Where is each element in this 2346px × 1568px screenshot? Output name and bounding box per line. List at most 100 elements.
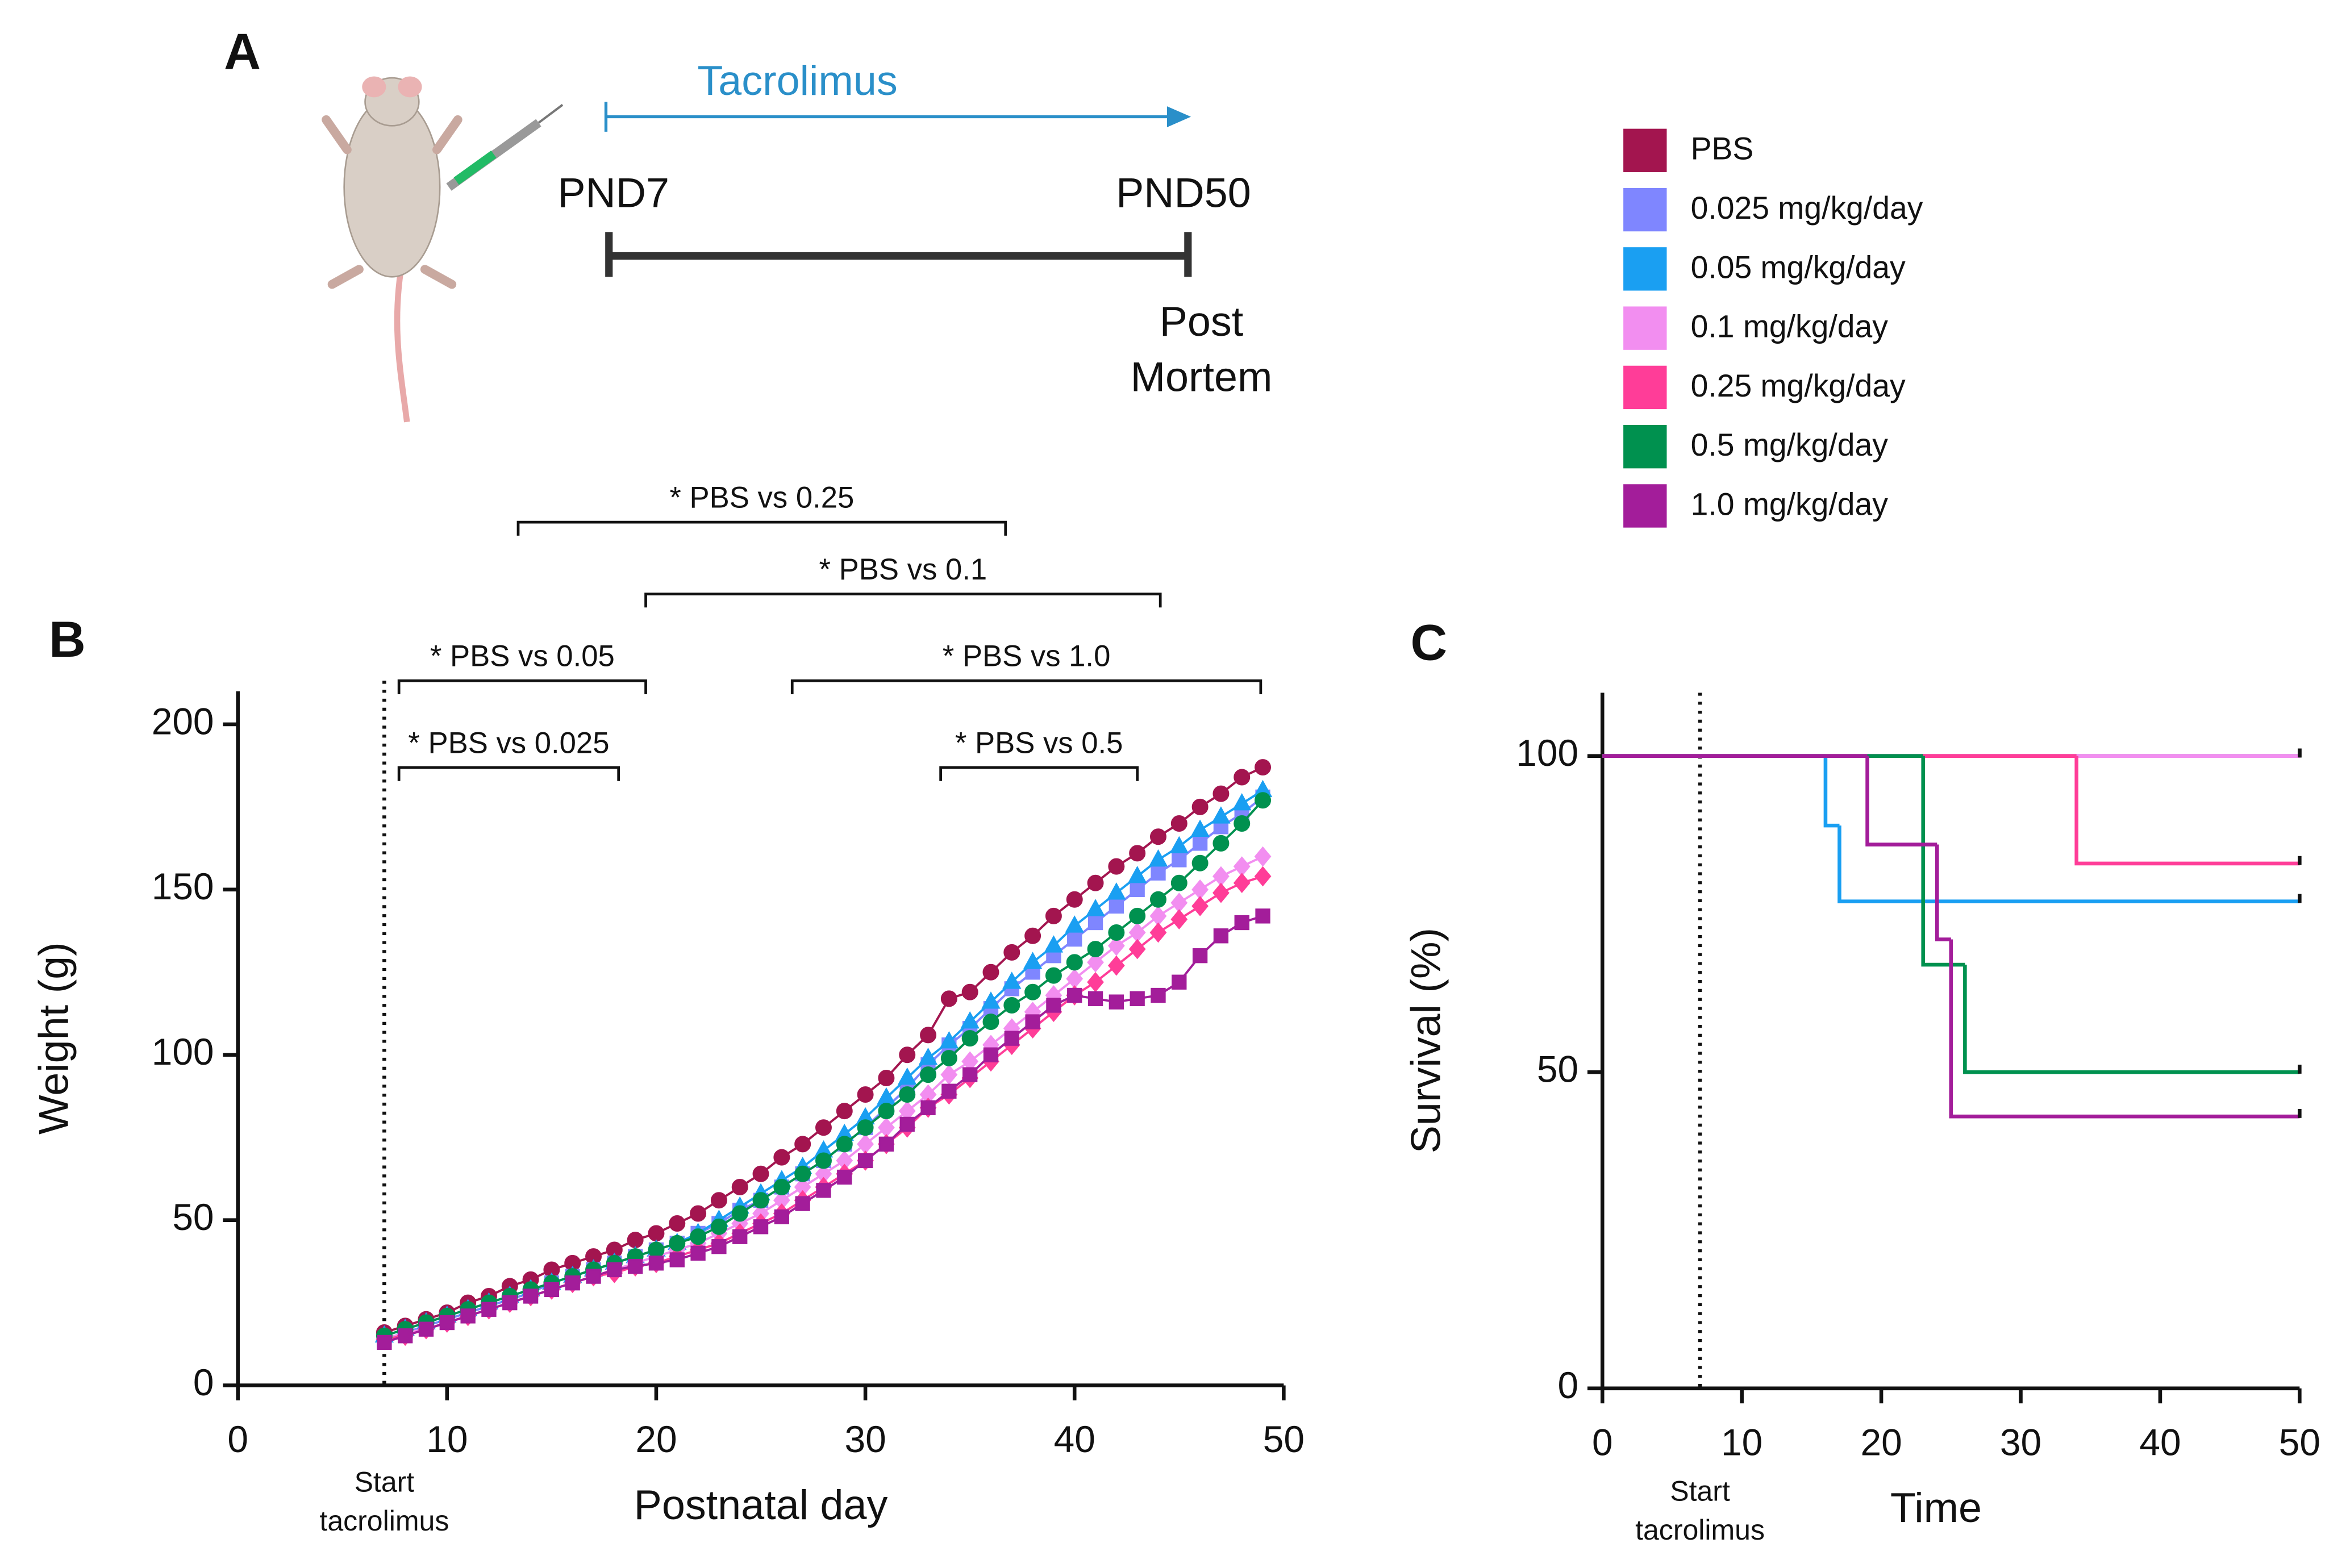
- y-tick-label: 50: [172, 1196, 214, 1238]
- x-tick-label: 20: [1860, 1421, 1902, 1463]
- marker: [1087, 991, 1103, 1007]
- marker: [1191, 896, 1209, 916]
- marker: [669, 1215, 686, 1232]
- marker: [982, 964, 999, 981]
- marker: [857, 1133, 874, 1154]
- marker: [1255, 908, 1270, 924]
- marker: [1211, 806, 1231, 824]
- y-tick-label: 100: [1516, 732, 1578, 774]
- marker: [1127, 866, 1147, 883]
- legend-label: PBS: [1691, 131, 1754, 166]
- marker: [1233, 873, 1251, 894]
- marker: [1003, 996, 1020, 1014]
- y-tick-label: 0: [193, 1361, 214, 1403]
- legend-label: 1.0 mg/kg/day: [1691, 486, 1889, 522]
- significance-label: * PBS vs 0.5: [955, 726, 1123, 760]
- marker: [1002, 971, 1022, 989]
- marker: [1067, 931, 1082, 947]
- y-axis-label: Weight (g): [30, 942, 77, 1135]
- x-axis-label: Postnatal day: [634, 1481, 888, 1528]
- marker: [774, 1209, 790, 1225]
- marker: [795, 1196, 810, 1211]
- marker: [398, 1328, 413, 1344]
- marker: [836, 1136, 853, 1153]
- significance-bracket: [516, 520, 1007, 536]
- marker: [731, 1205, 748, 1222]
- marker: [1212, 866, 1230, 887]
- significance-bracket: [397, 679, 647, 695]
- marker: [753, 1219, 769, 1235]
- marker: [899, 1046, 916, 1064]
- marker: [732, 1229, 748, 1244]
- marker: [857, 1119, 874, 1136]
- marker: [899, 1116, 915, 1132]
- marker: [752, 1192, 769, 1209]
- marker: [983, 1047, 999, 1062]
- legend-swatch: [1623, 128, 1667, 172]
- y-tick-label: 100: [152, 1031, 214, 1073]
- start-label: Start: [1670, 1475, 1730, 1507]
- marker: [648, 1256, 664, 1271]
- marker: [878, 1103, 895, 1120]
- marker: [1170, 893, 1188, 913]
- panel-label: C: [1410, 614, 1447, 670]
- marker: [1087, 874, 1104, 891]
- marker: [815, 1119, 832, 1136]
- marker: [1190, 819, 1210, 837]
- timeline-bar: [605, 232, 1192, 277]
- marker: [1148, 849, 1168, 867]
- marker: [418, 1321, 434, 1337]
- marker: [1234, 915, 1249, 931]
- legend-swatch: [1623, 187, 1667, 232]
- marker: [794, 1136, 811, 1153]
- marker: [1151, 865, 1166, 881]
- x-tick-label: 0: [227, 1418, 248, 1460]
- marker: [731, 1179, 748, 1195]
- y-tick-label: 50: [1537, 1048, 1578, 1090]
- significance-bracket: [790, 679, 1262, 695]
- survival-step: [1865, 756, 1937, 846]
- marker: [899, 1086, 916, 1103]
- marker: [1045, 907, 1062, 924]
- marker: [1087, 915, 1103, 931]
- x-tick-label: 30: [2000, 1421, 2041, 1463]
- marker: [1066, 954, 1083, 971]
- panel-label: A: [224, 23, 261, 80]
- marker: [1109, 898, 1124, 914]
- legend-swatch: [1623, 484, 1667, 528]
- marker: [648, 1241, 665, 1258]
- end-label: PND50: [1116, 169, 1251, 216]
- marker: [1149, 891, 1166, 908]
- legend-label: 0.25 mg/kg/day: [1691, 368, 1906, 403]
- significance-label: * PBS vs 0.05: [430, 640, 615, 673]
- survival-step: [1823, 756, 1840, 828]
- marker: [1191, 854, 1209, 871]
- marker: [857, 1086, 874, 1103]
- marker: [1255, 792, 1272, 809]
- legend-label: 0.025 mg/kg/day: [1691, 190, 1923, 226]
- start-label: Start: [355, 1466, 415, 1498]
- marker: [815, 1152, 832, 1169]
- marker: [1107, 955, 1125, 976]
- marker: [1254, 846, 1272, 867]
- marker: [1128, 922, 1146, 943]
- marker: [752, 1165, 769, 1182]
- marker: [857, 1153, 873, 1169]
- x-tick-label: 40: [1054, 1418, 1095, 1460]
- marker: [1170, 874, 1187, 891]
- marker: [940, 1050, 957, 1067]
- marker: [1025, 1014, 1040, 1029]
- legend-swatch: [1623, 306, 1667, 350]
- marker: [961, 983, 978, 1000]
- marker: [1024, 983, 1041, 1000]
- marker: [939, 1031, 959, 1049]
- marker: [1130, 882, 1145, 898]
- legend-label: 0.05 mg/kg/day: [1691, 249, 1906, 285]
- significance-label: * PBS vs 0.1: [819, 553, 987, 586]
- marker: [982, 1014, 999, 1031]
- marker: [1024, 927, 1041, 944]
- marker: [523, 1288, 539, 1304]
- marker: [710, 1192, 727, 1209]
- legend-swatch: [1623, 365, 1667, 410]
